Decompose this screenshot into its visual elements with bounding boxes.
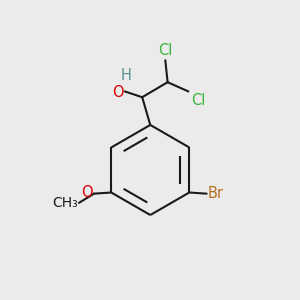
Text: O: O	[112, 85, 124, 100]
Text: Cl: Cl	[191, 93, 205, 108]
Text: Br: Br	[208, 186, 224, 201]
Text: CH₃: CH₃	[52, 196, 78, 210]
Text: O: O	[81, 185, 93, 200]
Text: Cl: Cl	[158, 43, 172, 58]
Text: H: H	[121, 68, 131, 83]
